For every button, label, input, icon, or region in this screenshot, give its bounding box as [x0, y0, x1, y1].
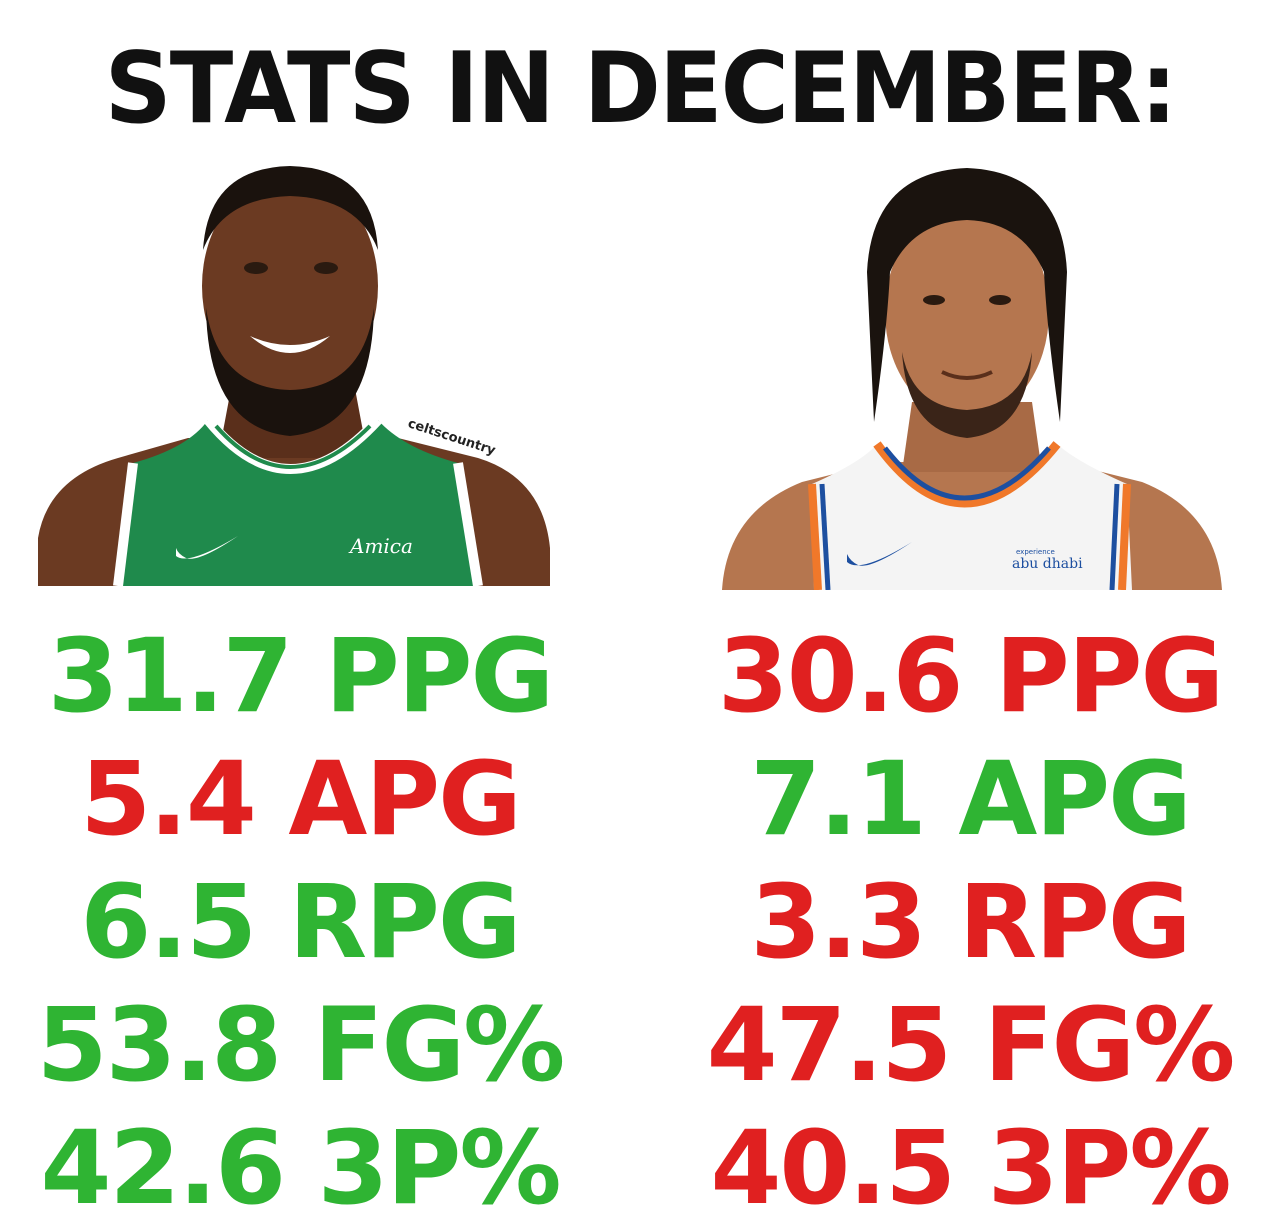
celtics-player-illustration — [38, 166, 550, 586]
stat-apg-left: 5.4 APG — [80, 740, 522, 859]
player-photo-left: celtscountry Amica — [38, 158, 550, 586]
jersey-sponsor-right-top: experience — [1016, 548, 1055, 556]
stat-rpg-right: 3.3 RPG — [750, 863, 1191, 982]
stats-column-right: 30.6 PPG 7.1 APG 3.3 RPG 47.5 FG% 40.5 3… — [660, 615, 1280, 1230]
jersey-sponsor-right: abu dhabi — [1012, 556, 1083, 572]
player-photo-right: experience abu dhabi — [722, 162, 1222, 590]
stat-apg-right: 7.1 APG — [750, 740, 1192, 859]
jersey-sponsor-left: Amica — [350, 534, 413, 558]
knicks-player-illustration — [722, 168, 1222, 590]
page-title: STATS IN DECEMBER: — [104, 32, 1178, 146]
stats-column-left: 31.7 PPG 5.4 APG 6.5 RPG 53.8 FG% 42.6 3… — [0, 615, 610, 1230]
stat-ppg-left: 31.7 PPG — [47, 617, 554, 736]
stat-ppg-right: 30.6 PPG — [717, 617, 1224, 736]
stat-rpg-left: 6.5 RPG — [80, 863, 521, 982]
stat-3p-right: 40.5 3P% — [710, 1109, 1231, 1228]
stat-fg-right: 47.5 FG% — [706, 986, 1236, 1105]
stat-fg-left: 53.8 FG% — [36, 986, 566, 1105]
stat-3p-left: 42.6 3P% — [40, 1109, 561, 1228]
